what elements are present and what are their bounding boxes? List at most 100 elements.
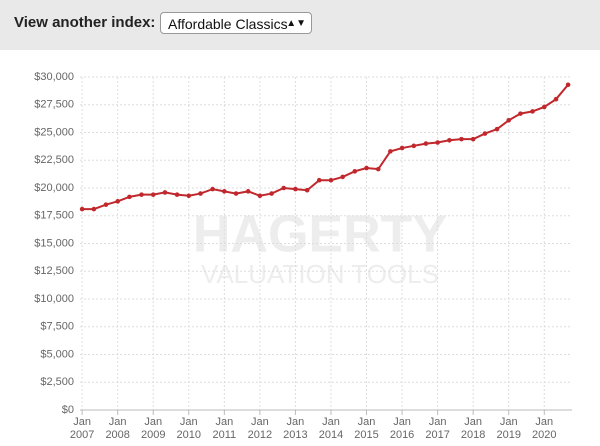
point	[304, 187, 310, 193]
point	[340, 174, 346, 180]
watermark-tagline: VALUATION TOOLS	[201, 259, 439, 289]
x-tick-label-line: 2010	[177, 429, 201, 441]
index-select[interactable]: Affordable Classics ▲▼	[160, 12, 312, 34]
point	[316, 177, 322, 183]
x-tick-label-line: Jan	[358, 416, 376, 428]
point	[186, 193, 192, 199]
y-tick-label: $0	[62, 404, 74, 416]
point	[162, 190, 168, 195]
point	[91, 206, 97, 212]
point	[115, 199, 120, 204]
x-tick-label-line: 2014	[319, 429, 343, 441]
x-tick-label: Jan 2007	[70, 416, 94, 441]
point	[553, 96, 559, 102]
point	[364, 165, 369, 171]
point	[233, 191, 239, 196]
x-tick-label: Jan 2012	[248, 416, 272, 441]
x-tick-label-line: 2012	[248, 429, 272, 441]
header-bar: View another index: Affordable Classics ▲…	[0, 0, 600, 50]
watermark-brand: HAGERTY	[193, 206, 447, 264]
point	[352, 169, 358, 174]
x-tick-label-line: 2018	[461, 429, 485, 441]
point	[541, 104, 547, 110]
x-tick-label: Jan 2018	[461, 416, 485, 441]
x-tick-label-line: Jan	[215, 416, 233, 428]
x-tick-label-line: Jan	[287, 416, 305, 428]
x-tick-label-line: Jan	[144, 416, 162, 428]
point	[150, 192, 156, 197]
y-tick-label: $7,500	[40, 321, 74, 333]
x-tick-label: Jan 2010	[177, 416, 201, 441]
x-tick-label: Jan 2019	[496, 416, 520, 441]
point	[210, 186, 215, 192]
x-tick-label-line: 2020	[532, 429, 556, 441]
point	[269, 191, 274, 196]
select-arrow: ▲▼	[286, 18, 306, 29]
x-tick-label-line: 2019	[496, 429, 520, 441]
y-tick-label: $5,000	[40, 348, 74, 360]
point	[411, 143, 417, 149]
point	[447, 137, 452, 143]
x-tick-label-line: Jan	[464, 416, 482, 428]
x-tick-label-line: 2017	[425, 429, 449, 441]
point	[281, 185, 286, 191]
x-tick-label: Jan 2011	[213, 416, 237, 441]
index-label: View another index:	[14, 14, 156, 31]
selected-index: Affordable Classics	[168, 16, 288, 32]
point	[103, 202, 109, 207]
point	[245, 189, 251, 194]
x-tick-label: Jan 2017	[425, 416, 449, 441]
x-tick-label-line: Jan	[500, 416, 518, 428]
point	[399, 145, 405, 151]
x-tick-label: Jan 2014	[319, 416, 343, 441]
x-tick-label-line: Jan	[251, 416, 269, 428]
point	[482, 131, 488, 136]
x-tick-label-line: 2007	[70, 429, 94, 441]
point	[518, 111, 523, 116]
x-tick-label: Jan 2008	[105, 416, 129, 441]
point	[375, 166, 381, 172]
point	[388, 149, 393, 154]
point	[198, 191, 203, 196]
point	[257, 193, 263, 199]
y-tick-label: $17,500	[34, 210, 74, 222]
point	[506, 117, 512, 123]
x-tick-label-line: Jan	[109, 416, 127, 428]
x-tick-label-line: Jan	[393, 416, 411, 428]
x-tick-label-line: Jan	[535, 416, 553, 428]
point	[470, 136, 476, 142]
point	[459, 136, 464, 142]
point	[127, 194, 132, 200]
x-tick-label-line: 2013	[283, 429, 307, 441]
y-tick-label: $25,000	[34, 126, 74, 138]
line	[82, 84, 569, 211]
point	[174, 192, 180, 197]
x-tick-label-line: Jan	[429, 416, 447, 428]
point	[530, 109, 535, 114]
x-tick-label: Jan 2013	[283, 416, 307, 441]
point	[328, 177, 334, 183]
x-tick-label: Jan 2016	[390, 416, 414, 441]
y-tick-label: $10,000	[34, 293, 74, 305]
point	[435, 140, 440, 145]
chart: HAGERTY VALUATION TOOLS $0 $2,500 $5,000 $7…	[34, 71, 572, 441]
x-tick-label-line: 2015	[354, 429, 378, 441]
point	[423, 141, 429, 146]
x-tick-label-line: Jan	[73, 416, 91, 428]
point	[494, 126, 500, 132]
y-tick-label: $22,500	[34, 154, 74, 166]
point	[565, 82, 571, 88]
point	[222, 189, 227, 194]
x-tick-label-line: 2016	[390, 429, 414, 441]
y-tick-label: $20,000	[34, 182, 74, 194]
x-tick-label-line: Jan	[322, 416, 340, 428]
x-tick-label-line: 2008	[105, 429, 129, 441]
y-tick-label: $2,500	[40, 376, 74, 388]
y-tick-label: $27,500	[34, 99, 74, 111]
point	[79, 206, 85, 212]
point	[293, 186, 298, 192]
x-tick-label-line: 2011	[213, 429, 237, 441]
x-tick-label: Jan 2020	[532, 416, 556, 441]
x-tick-label: Jan 2015	[354, 416, 378, 441]
